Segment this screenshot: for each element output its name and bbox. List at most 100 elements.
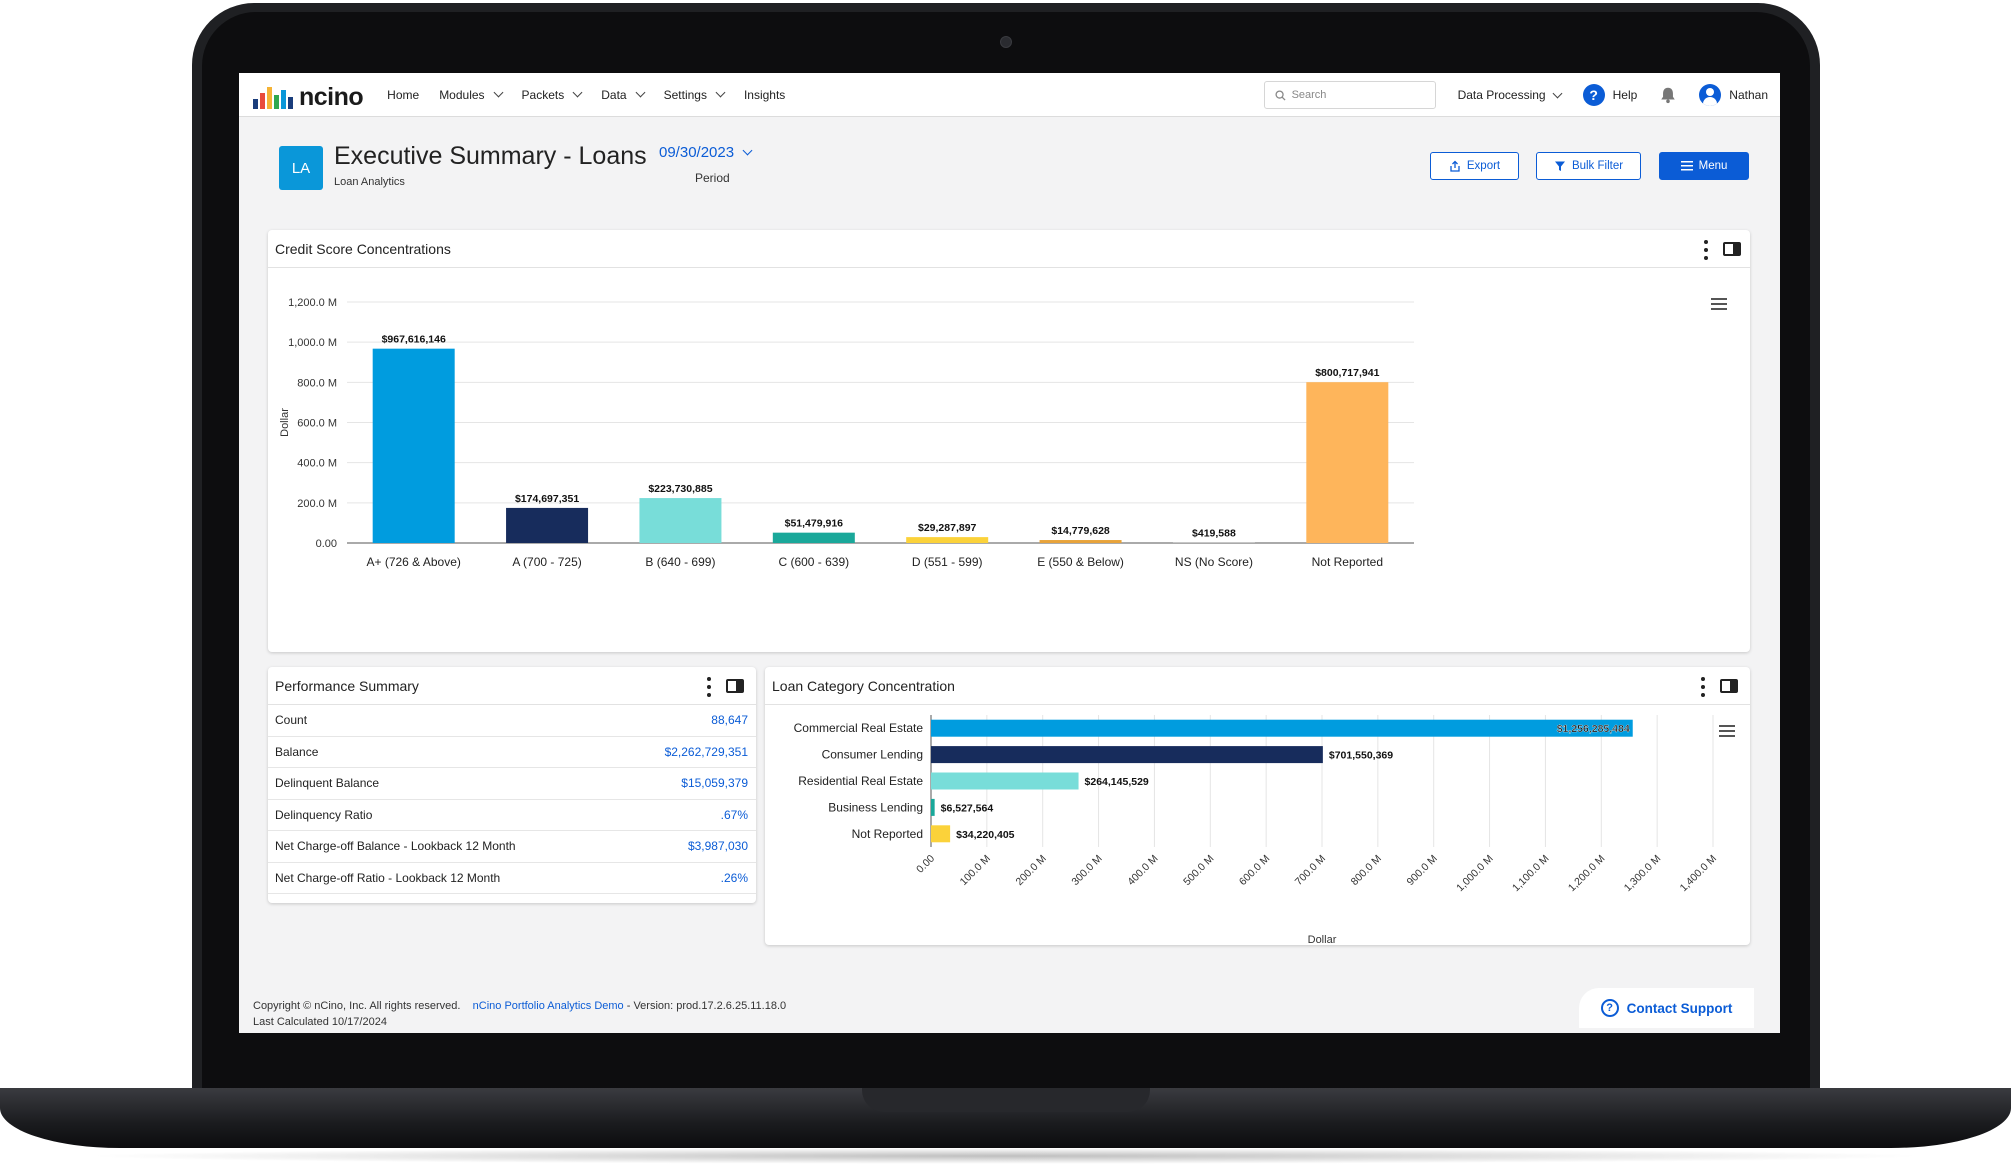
x-tick-label: 1,000.0 M	[1454, 853, 1496, 895]
x-tick-label: 400.0 M	[1125, 853, 1160, 888]
search-placeholder: Search	[1291, 89, 1327, 101]
filter-icon	[1554, 161, 1565, 171]
app-link[interactable]: nCino Portfolio Analytics Demo	[472, 1000, 624, 1012]
card-title: Performance Summary	[275, 677, 419, 694]
bar	[1306, 382, 1389, 543]
table-row: Balance $2,262,729,351	[268, 737, 756, 768]
nav-item-label: Packets	[521, 87, 565, 102]
row-value[interactable]: $15,059,379	[681, 776, 748, 791]
page-subtitle: Loan Analytics	[334, 176, 405, 188]
nav-item-settings[interactable]: Settings	[664, 88, 726, 102]
bulk-filter-button[interactable]: Bulk Filter	[1536, 152, 1641, 180]
table-row: Net Charge-off Ratio - Lookback 12 Month…	[268, 863, 756, 894]
category-label: Not Reported	[852, 827, 923, 841]
chart-menu-icon[interactable]	[1711, 298, 1727, 310]
loan-category-card: Loan Category Concentration 0.00 100.0 M 2…	[765, 667, 1750, 945]
search-input[interactable]: Search	[1263, 81, 1436, 109]
nav-item-packets[interactable]: Packets	[521, 87, 583, 102]
search-icon	[1275, 89, 1286, 101]
x-tick-label: E (550 & Below)	[1037, 555, 1124, 569]
expand-panel-icon[interactable]	[1720, 679, 1738, 693]
x-tick-label: B (640 - 699)	[645, 555, 715, 569]
nav-item-label: Data	[601, 87, 627, 102]
data-label: $6,527,564	[941, 802, 994, 814]
card-header: Loan Category Concentration	[765, 667, 1750, 705]
nav-item-label: Home	[387, 87, 420, 102]
row-value[interactable]: .67%	[720, 807, 748, 822]
period-selector[interactable]: 09/30/2023	[659, 144, 753, 161]
bar	[1172, 542, 1255, 543]
data-label: $223,730,885	[648, 483, 712, 495]
category-label: Consumer Lending	[822, 748, 923, 762]
last-calculated: Last Calculated 10/17/2024	[253, 1016, 387, 1028]
export-label: Export	[1466, 160, 1501, 172]
data-label: $967,616,146	[382, 334, 446, 346]
data-processing-label: Data Processing	[1457, 88, 1546, 102]
export-button[interactable]: Export	[1430, 152, 1519, 180]
laptop-shadow	[80, 1148, 1930, 1164]
help-icon: ?	[1582, 84, 1605, 106]
logo-text: ncino	[299, 82, 364, 111]
nav-item-modules[interactable]: Modules	[439, 88, 503, 102]
logo-bar	[274, 94, 279, 109]
expand-panel-icon[interactable]	[1723, 242, 1741, 256]
x-tick-label: A+ (726 & Above)	[366, 555, 460, 569]
table-row: Count 88,647	[268, 705, 756, 737]
table-row: Delinquency Ratio .67%	[268, 800, 756, 831]
credit-score-card: Credit Score Concentrations 0.00 200.0 M 4…	[268, 230, 1750, 652]
data-label: $419,588	[1192, 528, 1236, 540]
data-label: $14,779,628	[1051, 525, 1110, 537]
performance-summary-card: Performance Summary Count 88,647 Balance $2…	[268, 667, 756, 903]
x-tick-label: D (551 - 599)	[912, 555, 983, 569]
nav-menu: Home Modules Packets Data Settings Insights	[387, 88, 785, 102]
kebab-menu-icon[interactable]	[707, 677, 711, 697]
page-title: Executive Summary - Loans	[334, 142, 647, 170]
nav-item-insights[interactable]: Insights	[744, 88, 785, 102]
chevron-down-icon	[572, 87, 583, 98]
y-tick-label: 800.0 M	[297, 377, 337, 389]
kebab-menu-icon[interactable]	[1704, 240, 1708, 260]
chevron-down-icon	[635, 87, 646, 98]
expand-panel-icon[interactable]	[726, 679, 744, 693]
bar	[372, 348, 455, 543]
row-label: Balance	[275, 744, 319, 759]
contact-support-button[interactable]: ? Contact Support	[1579, 988, 1754, 1028]
row-label: Delinquent Balance	[275, 776, 380, 791]
copyright-text: Copyright © nCino, Inc. All rights reser…	[253, 1000, 461, 1012]
row-value[interactable]: $2,262,729,351	[664, 744, 748, 759]
chart-menu-icon[interactable]	[1719, 725, 1735, 737]
row-value[interactable]: 88,647	[711, 713, 748, 728]
footer: Copyright © nCino, Inc. All rights reser…	[253, 998, 786, 1030]
nav-item-home[interactable]: Home	[387, 88, 419, 102]
laptop-notch	[862, 1088, 1150, 1112]
y-tick-label: 400.0 M	[297, 458, 337, 470]
row-value[interactable]: .26%	[720, 870, 748, 885]
menu-label: Menu	[1698, 160, 1728, 172]
bell-icon[interactable]	[1659, 86, 1677, 104]
data-label: $800,717,941	[1315, 367, 1379, 379]
user-menu[interactable]: Nathan	[1699, 84, 1768, 106]
hamburger-icon	[1680, 161, 1693, 171]
x-tick-label: Not Reported	[1312, 555, 1383, 569]
row-value[interactable]: $3,987,030	[687, 839, 748, 854]
data-label: $264,145,529	[1085, 776, 1149, 788]
category-label: Residential Real Estate	[798, 774, 923, 788]
menu-button[interactable]: Menu	[1659, 152, 1749, 180]
kebab-menu-icon[interactable]	[1701, 677, 1705, 697]
page-header: LA Executive Summary - Loans Loan Analyt…	[239, 118, 1780, 218]
loan-category-chart: 0.00 100.0 M 200.0 M 300.0 M 400.0 M 500.0 M 6…	[794, 715, 1719, 945]
y-axis-label: Dollar	[279, 408, 291, 437]
y-tick-label: 200.0 M	[297, 498, 337, 510]
help-button[interactable]: ? Help	[1582, 84, 1638, 106]
period-label: Period	[695, 171, 730, 185]
x-axis-label: Dollar	[1308, 934, 1337, 945]
table-row: Delinquent Balance $15,059,379	[268, 768, 756, 800]
help-label: Help	[1612, 88, 1638, 102]
x-tick-label: 200.0 M	[1014, 853, 1049, 888]
ncino-logo[interactable]: ncino	[253, 81, 364, 111]
card-header: Performance Summary	[268, 667, 756, 705]
data-processing-dropdown[interactable]: Data Processing	[1457, 88, 1563, 102]
export-icon	[1450, 160, 1460, 172]
user-avatar-icon	[1699, 84, 1722, 106]
nav-item-data[interactable]: Data	[601, 87, 646, 102]
